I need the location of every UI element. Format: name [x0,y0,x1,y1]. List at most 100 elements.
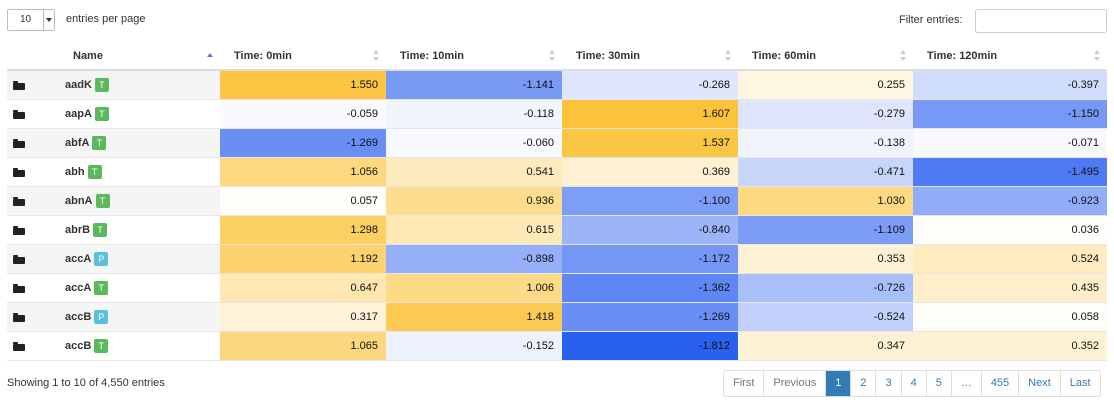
folder-icon[interactable] [13,81,25,90]
gene-name: abh [65,165,85,178]
page-button-previous[interactable]: Previous [763,371,825,396]
folder-icon[interactable] [13,109,25,119]
column-header-label: Time: 10min [400,49,464,62]
page-button-5[interactable]: 5 [925,371,951,396]
folder-icon-cell[interactable] [7,128,65,158]
expression-cell: 1.537 [562,128,738,158]
table-controls: 10 entries per page Filter entries: [0,0,1114,44]
expression-cell: -0.923 [913,186,1107,216]
filter-input[interactable] [975,9,1107,33]
expression-cell: -1.109 [738,215,913,245]
sort-both-icon [373,49,380,63]
folder-icon-cell[interactable] [7,244,65,274]
folder-icon-cell[interactable] [7,215,65,245]
gene-name: accA [65,252,92,265]
gene-type-badge: T [94,338,109,353]
sort-both-icon [900,49,907,63]
column-header-label: Time: 60min [752,49,816,62]
folder-icon[interactable] [13,167,25,177]
folder-icon[interactable] [13,196,25,206]
column-header-name[interactable]: Name [7,42,220,71]
folder-icon-cell[interactable] [7,302,65,332]
expression-cell: 1.006 [386,273,562,303]
column-header-time-60[interactable]: Time: 60min [738,42,913,71]
expression-cell: 1.418 [386,302,562,332]
gene-name: aadK [65,78,92,91]
table-row[interactable]: accA P 1.192 -0.898 -1.172 0.353 0.524 [7,244,1107,274]
table-row[interactable]: abh T 1.056 0.541 0.369 -0.471 -1.495 [7,157,1107,187]
expression-cell: 0.036 [913,215,1107,245]
gene-name-cell: aapA T [65,99,220,129]
gene-name: accB [65,339,92,352]
page-button-first[interactable]: First [733,377,755,389]
table-row[interactable]: abnA T 0.057 0.936 -1.100 1.030 -0.923 [7,186,1107,216]
folder-icon[interactable] [13,312,25,322]
folder-icon-cell[interactable] [7,70,65,100]
folder-icon[interactable] [13,225,25,235]
expression-cell: 0.435 [913,273,1107,303]
expression-cell: -0.268 [562,70,738,100]
table-row[interactable]: abrB T 1.298 0.615 -0.840 -1.109 0.036 [7,215,1107,245]
column-header-time-120[interactable]: Time: 120min [913,42,1107,71]
page-button-3[interactable]: 3 [875,371,900,396]
folder-icon-cell[interactable] [7,157,65,187]
expression-cell: 1.192 [220,244,386,274]
table-row[interactable]: accA T 0.647 1.006 -1.362 -0.726 0.435 [7,273,1107,303]
expression-cell: 1.607 [562,99,738,129]
column-header-time-30[interactable]: Time: 30min [562,42,738,71]
folder-icon[interactable] [13,341,25,351]
folder-icon[interactable] [13,254,25,264]
column-header-time-10[interactable]: Time: 10min [386,42,562,71]
column-header-label: Name [73,49,103,62]
filter-label: Filter entries: [899,14,963,26]
gene-type-badge: T [87,164,102,179]
page-button-455[interactable]: 455 [980,371,1018,396]
chevron-down-icon [43,10,54,30]
page-button-2[interactable]: 2 [850,371,875,396]
expression-cell: -0.279 [738,99,913,129]
table-row[interactable]: accB P 0.317 1.418 -1.269 -0.524 0.058 [7,302,1107,332]
page-button-4[interactable]: 4 [900,371,926,396]
folder-icon[interactable] [13,283,25,293]
expression-cell: -0.471 [738,157,913,187]
expression-cell: 0.057 [220,186,386,216]
gene-name-cell: abfA T [65,128,220,158]
gene-name-cell: aadK T [65,70,220,100]
expression-cell: -0.138 [738,128,913,158]
table-row[interactable]: abfA T -1.269 -0.060 1.537 -0.138 -0.071 [7,128,1107,158]
expression-cell: 0.317 [220,302,386,332]
gene-type-badge: T [95,193,110,208]
expression-cell: 0.352 [913,331,1107,361]
folder-icon-cell[interactable] [7,331,65,361]
expression-cell: -1.172 [562,244,738,274]
expression-cell: 0.347 [738,331,913,361]
page-button-1[interactable]: 1 [825,371,851,396]
gene-type-badge: T [92,135,107,150]
gene-name-cell: abnA T [65,186,220,216]
gene-type-badge: T [94,280,109,295]
expression-cell: -0.524 [738,302,913,332]
column-header-time-0[interactable]: Time: 0min [220,42,386,71]
folder-icon[interactable] [13,138,25,148]
folder-icon-cell[interactable] [7,186,65,216]
expression-cell: -0.118 [386,99,562,129]
folder-icon-cell[interactable] [7,273,65,303]
page-button-last[interactable]: Last [1059,371,1100,396]
table-row[interactable]: aadK T 1.550 -1.141 -0.268 0.255 -0.397 [7,70,1107,100]
folder-icon-cell[interactable] [7,99,65,129]
expression-cell: 0.615 [386,215,562,245]
page-button-next[interactable]: Next [1018,371,1060,396]
table-row[interactable]: aapA T -0.059 -0.118 1.607 -0.279 -1.150 [7,99,1107,129]
sort-both-icon [1094,49,1101,63]
gene-type-badge: T [93,222,108,237]
table-row[interactable]: accB T 1.065 -0.152 -1.812 0.347 0.352 [7,331,1107,361]
gene-name: aapA [65,107,92,120]
expression-cell: -1.269 [562,302,738,332]
expression-cell: 0.647 [220,273,386,303]
gene-type-badge: P [94,309,109,324]
gene-name-cell: accB P [65,302,220,332]
entries-per-page-select[interactable]: 10 [7,9,55,31]
expression-cell: -1.495 [913,157,1107,187]
expression-cell: 0.541 [386,157,562,187]
expression-cell: -0.060 [386,128,562,158]
